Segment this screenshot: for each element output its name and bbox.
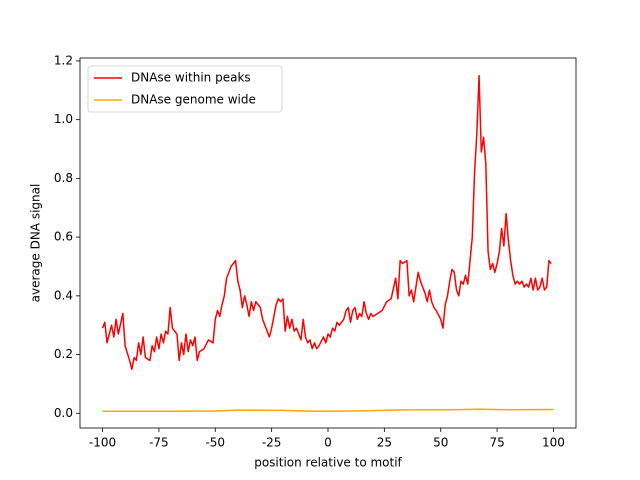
x-tick-label: -100 [89,436,116,450]
y-tick-label: 0.0 [54,406,73,420]
legend-label: DNAse within peaks [131,71,251,85]
y-tick-label: 0.4 [54,288,73,302]
y-tick-label: 1.0 [54,112,73,126]
x-tick-label: 50 [433,436,448,450]
x-tick-label: 25 [377,436,392,450]
data-line [102,408,554,413]
plot-frame [79,57,577,429]
y-tick-label: 0.8 [54,171,73,185]
x-tick-label: 100 [542,436,565,450]
x-tick-label: -75 [149,436,169,450]
x-tick-label: 75 [489,436,504,450]
legend-label: DNAse genome wide [131,93,256,107]
x-tick-label: 0 [324,436,332,450]
y-tick-label: 1.2 [54,53,73,67]
y-tick-label: 0.6 [54,230,73,244]
data-line [101,74,552,371]
x-tick-label: -50 [205,436,225,450]
y-axis-label: average DNA signal [29,184,43,303]
x-tick-label: -25 [262,436,282,450]
legend-box [87,65,283,113]
x-axis-label: position relative to motif [254,456,402,470]
y-tick-label: 0.2 [54,347,73,361]
